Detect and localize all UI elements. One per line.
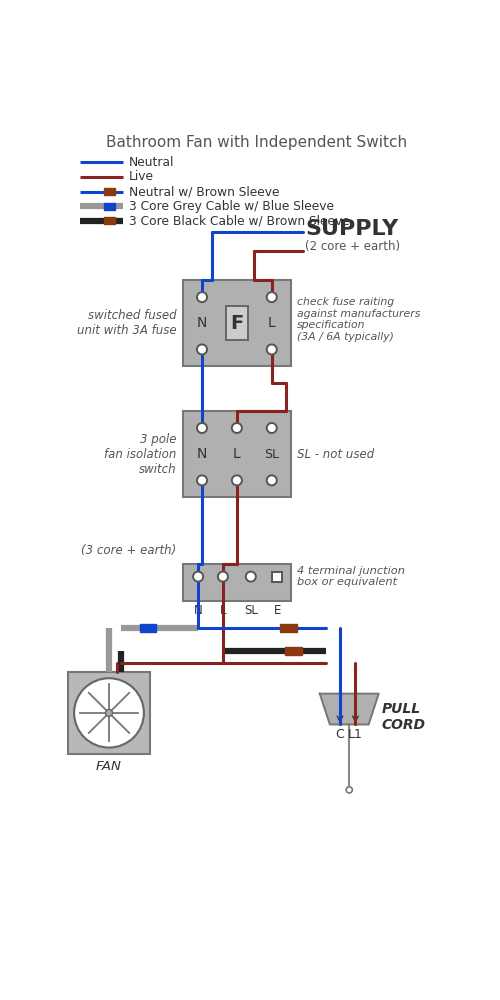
Text: (2 core + earth): (2 core + earth) — [305, 240, 400, 253]
Bar — [104, 203, 115, 210]
Text: L1: L1 — [348, 728, 363, 741]
Text: N: N — [197, 447, 207, 461]
Circle shape — [232, 475, 242, 485]
Text: SL - not used: SL - not used — [298, 448, 374, 461]
Circle shape — [106, 709, 112, 716]
Circle shape — [232, 423, 242, 433]
Bar — [104, 188, 115, 195]
Circle shape — [218, 572, 228, 582]
Text: 3 Core Black Cable w/ Brown Sleeve: 3 Core Black Cable w/ Brown Sleeve — [129, 214, 350, 227]
Text: switched fused
unit with 3A fuse: switched fused unit with 3A fuse — [77, 309, 176, 337]
Circle shape — [246, 572, 256, 582]
Circle shape — [346, 787, 352, 793]
Text: C: C — [336, 728, 344, 741]
Circle shape — [197, 344, 207, 354]
Circle shape — [193, 572, 203, 582]
Text: N: N — [197, 316, 207, 330]
FancyBboxPatch shape — [182, 280, 291, 366]
Text: 3 Core Grey Cable w/ Blue Sleeve: 3 Core Grey Cable w/ Blue Sleeve — [129, 200, 334, 213]
Text: SL: SL — [264, 448, 279, 461]
Text: L: L — [220, 604, 226, 617]
Text: FAN: FAN — [96, 760, 122, 773]
Circle shape — [266, 475, 277, 485]
Circle shape — [197, 475, 207, 485]
Text: PULL
CORD: PULL CORD — [382, 702, 426, 732]
Text: Neutral w/ Brown Sleeve: Neutral w/ Brown Sleeve — [129, 185, 280, 198]
Polygon shape — [320, 694, 378, 724]
Circle shape — [74, 678, 144, 748]
Text: Neutral: Neutral — [129, 156, 174, 169]
Circle shape — [197, 423, 207, 433]
FancyBboxPatch shape — [68, 672, 150, 754]
Text: 3 pole
fan isolation
switch: 3 pole fan isolation switch — [104, 433, 176, 476]
Text: Live: Live — [129, 170, 154, 183]
Bar — [285, 647, 302, 655]
Circle shape — [266, 292, 277, 302]
Text: SL: SL — [244, 604, 258, 617]
Text: N: N — [194, 604, 202, 617]
Text: 4 terminal junction
box or equivalent: 4 terminal junction box or equivalent — [298, 566, 406, 587]
Text: (3 core + earth): (3 core + earth) — [81, 544, 176, 557]
Text: SUPPLY: SUPPLY — [305, 219, 398, 239]
Text: check fuse raiting
against manufacturers
specification
(3A / 6A typically): check fuse raiting against manufacturers… — [298, 297, 420, 342]
Text: Bathroom Fan with Independent Switch: Bathroom Fan with Independent Switch — [106, 135, 407, 150]
Circle shape — [266, 344, 277, 354]
Text: E: E — [274, 604, 281, 617]
FancyBboxPatch shape — [182, 564, 291, 601]
FancyBboxPatch shape — [226, 306, 248, 340]
Circle shape — [197, 292, 207, 302]
Bar — [272, 572, 282, 582]
FancyBboxPatch shape — [182, 411, 291, 497]
Circle shape — [266, 423, 277, 433]
Bar — [140, 624, 156, 632]
Text: L: L — [233, 447, 241, 461]
Bar — [280, 624, 296, 632]
Text: F: F — [230, 314, 243, 333]
Bar — [104, 217, 115, 224]
Text: L: L — [268, 316, 276, 330]
